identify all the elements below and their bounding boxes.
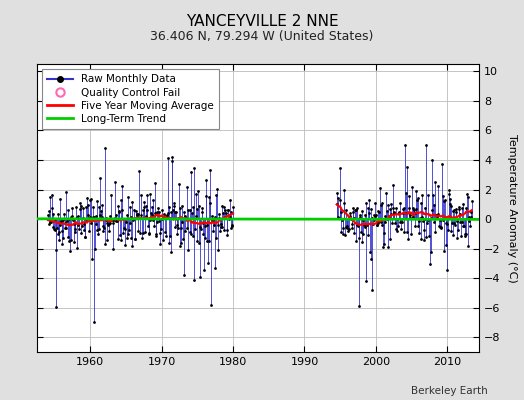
Legend: Raw Monthly Data, Quality Control Fail, Five Year Moving Average, Long-Term Tren: Raw Monthly Data, Quality Control Fail, … — [42, 69, 220, 129]
Text: YANCEYVILLE 2 NNE: YANCEYVILLE 2 NNE — [185, 14, 339, 29]
Y-axis label: Temperature Anomaly (°C): Temperature Anomaly (°C) — [507, 134, 518, 282]
Text: 36.406 N, 79.294 W (United States): 36.406 N, 79.294 W (United States) — [150, 30, 374, 43]
Text: Berkeley Earth: Berkeley Earth — [411, 386, 487, 396]
